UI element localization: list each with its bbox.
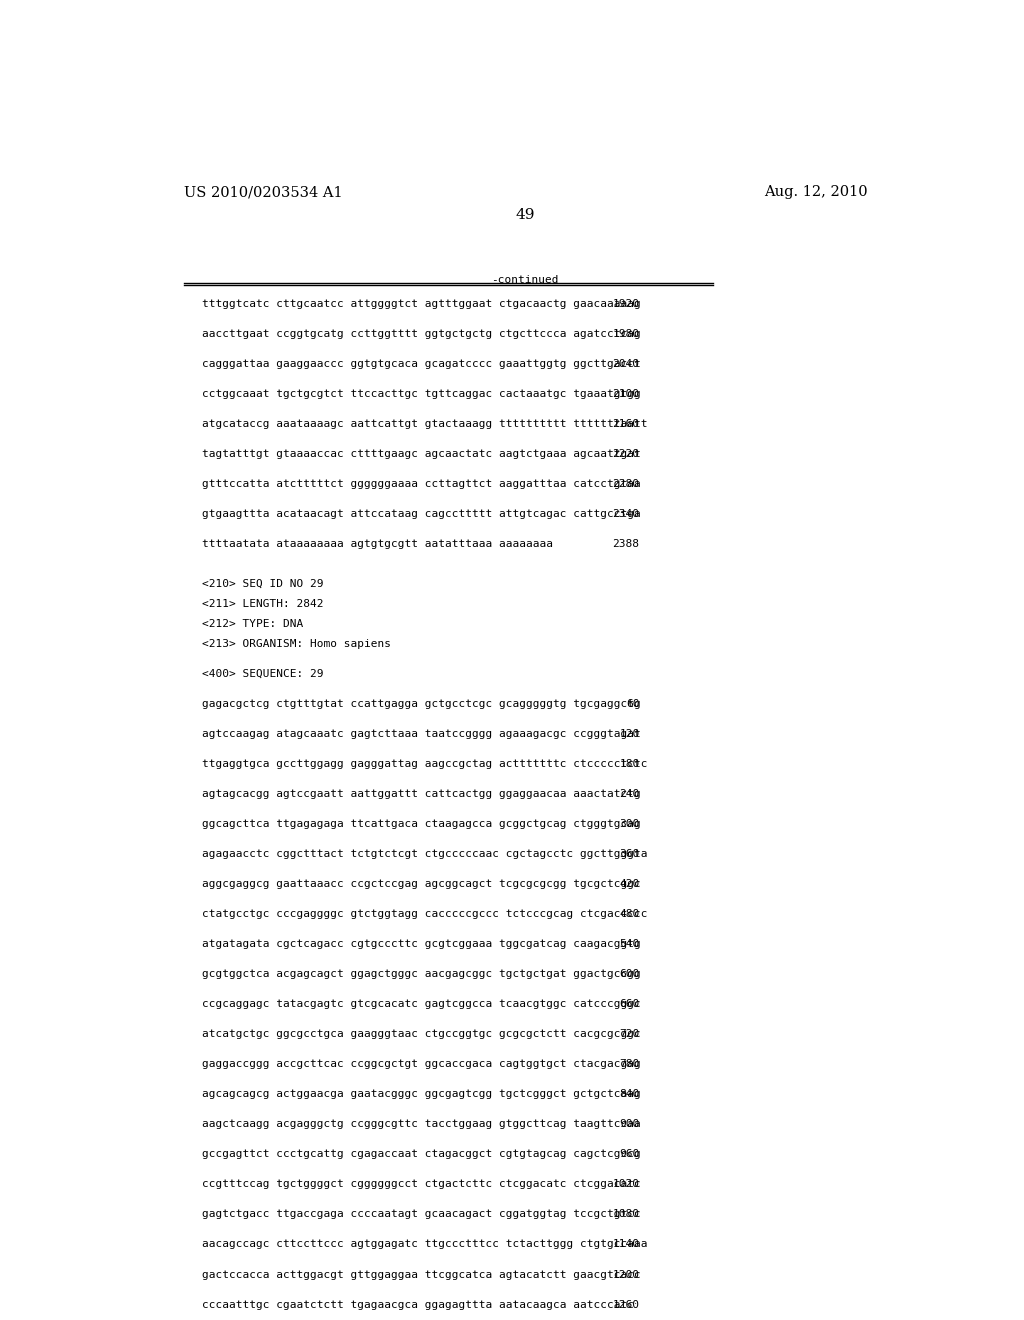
Text: ttgaggtgca gccttggagg gagggattag aagccgctag actttttttc ctccccctctc: ttgaggtgca gccttggagg gagggattag aagccgc… bbox=[202, 759, 647, 770]
Text: 180: 180 bbox=[620, 759, 640, 770]
Text: atcatgctgc ggcgcctgca gaagggtaac ctgccggtgc gcgcgctctt cacgcgcggc: atcatgctgc ggcgcctgca gaagggtaac ctgccgg… bbox=[202, 1030, 640, 1039]
Text: cctggcaaat tgctgcgtct ttccacttgc tgttcaggac cactaaatgc tgaaatgtgg: cctggcaaat tgctgcgtct ttccacttgc tgttcag… bbox=[202, 388, 640, 399]
Text: <400> SEQUENCE: 29: <400> SEQUENCE: 29 bbox=[202, 669, 324, 678]
Text: ggcagcttca ttgagagaga ttcattgaca ctaagagcca gcggctgcag ctgggtgcag: ggcagcttca ttgagagaga ttcattgaca ctaagag… bbox=[202, 818, 640, 829]
Text: aggcgaggcg gaattaaacc ccgctccgag agcggcagct tcgcgcgcgg tgcgctcggc: aggcgaggcg gaattaaacc ccgctccgag agcggca… bbox=[202, 879, 640, 890]
Text: ccgtttccag tgctggggct cggggggcct ctgactcttc ctcggacatc ctcggacatc: ccgtttccag tgctggggct cggggggcct ctgactc… bbox=[202, 1180, 640, 1189]
Text: 1020: 1020 bbox=[612, 1180, 640, 1189]
Text: aacagccagc cttccttccc agtggagatc ttgccctttcc tctacttggg ctgtgccaaa: aacagccagc cttccttccc agtggagatc ttgccct… bbox=[202, 1239, 647, 1250]
Text: 2040: 2040 bbox=[612, 359, 640, 368]
Text: <211> LENGTH: 2842: <211> LENGTH: 2842 bbox=[202, 599, 324, 609]
Text: 540: 540 bbox=[620, 940, 640, 949]
Text: 2220: 2220 bbox=[612, 449, 640, 458]
Text: 960: 960 bbox=[620, 1150, 640, 1159]
Text: ttttaatata ataaaaaaaa agtgtgcgtt aatatttaaa aaaaaaaa: ttttaatata ataaaaaaaa agtgtgcgtt aatattt… bbox=[202, 539, 553, 549]
Text: tagtatttgt gtaaaaccac cttttgaagc agcaactatc aagtctgaaa agcaattgat: tagtatttgt gtaaaaccac cttttgaagc agcaact… bbox=[202, 449, 640, 458]
Text: 2160: 2160 bbox=[612, 418, 640, 429]
Text: 2280: 2280 bbox=[612, 479, 640, 488]
Text: gaggaccggg accgcttcac ccggcgctgt ggcaccgaca cagtggtgct ctacgacgag: gaggaccggg accgcttcac ccggcgctgt ggcaccg… bbox=[202, 1059, 640, 1069]
Text: 240: 240 bbox=[620, 789, 640, 799]
Text: gactccacca acttggacgt gttggaggaa ttcggcatca agtacatctt gaacgtcacc: gactccacca acttggacgt gttggaggaa ttcggca… bbox=[202, 1270, 640, 1279]
Text: 300: 300 bbox=[620, 818, 640, 829]
Text: tttggtcatc cttgcaatcc attggggtct agtttggaat ctgacaactg gaacaaaaag: tttggtcatc cttgcaatcc attggggtct agtttgg… bbox=[202, 298, 640, 309]
Text: 60: 60 bbox=[626, 700, 640, 709]
Text: 2388: 2388 bbox=[612, 539, 640, 549]
Text: agagaacctc cggctttact tctgtctcgt ctgcccccaac cgctagcctc ggcttgggta: agagaacctc cggctttact tctgtctcgt ctgcccc… bbox=[202, 849, 647, 859]
Text: 780: 780 bbox=[620, 1059, 640, 1069]
Text: cagggattaa gaaggaaccc ggtgtgcaca gcagatcccc gaaattggtg ggcttgacct: cagggattaa gaaggaaccc ggtgtgcaca gcagatc… bbox=[202, 359, 640, 368]
Text: <213> ORGANISM: Homo sapiens: <213> ORGANISM: Homo sapiens bbox=[202, 639, 390, 649]
Text: gcgtggctca acgagcagct ggagctgggc aacgagcggc tgctgctgat ggactgccgg: gcgtggctca acgagcagct ggagctgggc aacgagc… bbox=[202, 969, 640, 979]
Text: 660: 660 bbox=[620, 999, 640, 1010]
Text: <212> TYPE: DNA: <212> TYPE: DNA bbox=[202, 619, 303, 628]
Text: aaccttgaat ccggtgcatg ccttggtttt ggtgctgctg ctgcttccca agatcctcag: aaccttgaat ccggtgcatg ccttggtttt ggtgctg… bbox=[202, 329, 640, 338]
Text: gtgaagttta acataacagt attccataag cagccttttt attgtcagac cattgcctga: gtgaagttta acataacagt attccataag cagcctt… bbox=[202, 508, 640, 519]
Text: -continued: -continued bbox=[492, 276, 558, 285]
Text: ccgcaggagc tatacgagtc gtcgcacatc gagtcggcca tcaacgtggc catcccgggc: ccgcaggagc tatacgagtc gtcgcacatc gagtcgg… bbox=[202, 999, 640, 1010]
Text: atgatagata cgctcagacc cgtgcccttc gcgtcggaaa tggcgatcag caagacggtg: atgatagata cgctcagacc cgtgcccttc gcgtcgg… bbox=[202, 940, 640, 949]
Text: US 2010/0203534 A1: US 2010/0203534 A1 bbox=[183, 185, 342, 199]
Text: 2340: 2340 bbox=[612, 508, 640, 519]
Text: 49: 49 bbox=[515, 209, 535, 223]
Text: 480: 480 bbox=[620, 909, 640, 919]
Text: 1920: 1920 bbox=[612, 298, 640, 309]
Text: Aug. 12, 2010: Aug. 12, 2010 bbox=[765, 185, 868, 199]
Text: agtagcacgg agtccgaatt aattggattt cattcactgg ggaggaacaa aaactatctg: agtagcacgg agtccgaatt aattggattt cattcac… bbox=[202, 789, 640, 799]
Text: 1260: 1260 bbox=[612, 1299, 640, 1309]
Text: 1140: 1140 bbox=[612, 1239, 640, 1250]
Text: 360: 360 bbox=[620, 849, 640, 859]
Text: 1080: 1080 bbox=[612, 1209, 640, 1220]
Text: gagacgctcg ctgtttgtat ccattgagga gctgcctcgc gcagggggtg tgcgaggctg: gagacgctcg ctgtttgtat ccattgagga gctgcct… bbox=[202, 700, 640, 709]
Text: 840: 840 bbox=[620, 1089, 640, 1100]
Text: agcagcagcg actggaacga gaatacgggc ggcgagtcgg tgctcgggct gctgctcaag: agcagcagcg actggaacga gaatacgggc ggcgagt… bbox=[202, 1089, 640, 1100]
Text: 420: 420 bbox=[620, 879, 640, 890]
Text: <210> SEQ ID NO 29: <210> SEQ ID NO 29 bbox=[202, 579, 324, 589]
Text: gccgagttct ccctgcattg cgagaccaat ctagacggct cgtgtagcag cagctcgccg: gccgagttct ccctgcattg cgagaccaat ctagacg… bbox=[202, 1150, 640, 1159]
Text: gagtctgacc ttgaccgaga ccccaatagt gcaacagact cggatggtag tccgctgtcc: gagtctgacc ttgaccgaga ccccaatagt gcaacag… bbox=[202, 1209, 640, 1220]
Text: aagctcaagg acgagggctg ccgggcgttc tacctggaag gtggcttcag taagttccaa: aagctcaagg acgagggctg ccgggcgttc tacctgg… bbox=[202, 1119, 640, 1130]
Text: 120: 120 bbox=[620, 729, 640, 739]
Text: gtttccatta atctttttct ggggggaaaa ccttagttct aaggatttaa catcctgtaa: gtttccatta atctttttct ggggggaaaa ccttagt… bbox=[202, 479, 640, 488]
Text: 900: 900 bbox=[620, 1119, 640, 1130]
Text: 1980: 1980 bbox=[612, 329, 640, 338]
Text: atgcataccg aaataaaagc aattcattgt gtactaaagg tttttttttt tttttttaatt: atgcataccg aaataaaagc aattcattgt gtactaa… bbox=[202, 418, 647, 429]
Text: 720: 720 bbox=[620, 1030, 640, 1039]
Text: cccaatttgc cgaatctctt tgagaacgca ggagagttta aatacaagca aatcccatc: cccaatttgc cgaatctctt tgagaacgca ggagagt… bbox=[202, 1299, 634, 1309]
Text: agtccaagag atagcaaatc gagtcttaaa taatccgggg agaaagacgc ccgggtagat: agtccaagag atagcaaatc gagtcttaaa taatccg… bbox=[202, 729, 640, 739]
Text: 600: 600 bbox=[620, 969, 640, 979]
Text: ctatgcctgc cccgaggggc gtctggtagg cacccccgccc tctcccgcag ctcgaccccc: ctatgcctgc cccgaggggc gtctggtagg caccccc… bbox=[202, 909, 647, 919]
Text: 1200: 1200 bbox=[612, 1270, 640, 1279]
Text: 2100: 2100 bbox=[612, 388, 640, 399]
